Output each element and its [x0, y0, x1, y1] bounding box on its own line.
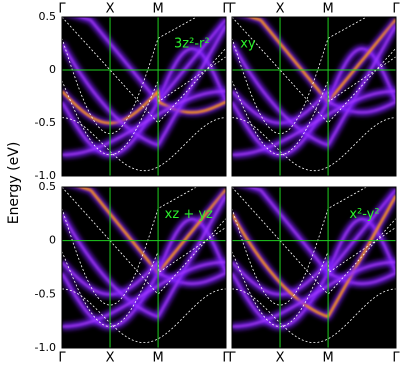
spectral-band-core [232, 25, 396, 146]
x-tick-label: X [276, 351, 285, 366]
noninteracting-band [62, 17, 226, 123]
noninteracting-band [62, 56, 226, 156]
orbital-label: 3z²-r² [174, 37, 210, 52]
y-tick-label: -1.0 [35, 341, 56, 354]
noninteracting-band [232, 17, 396, 123]
x-tick-label: Γ [228, 2, 236, 17]
noninteracting-band [62, 187, 198, 306]
orbital-label: xy [240, 37, 256, 52]
spectral-band-core [62, 261, 226, 328]
x-tick-label: M [152, 351, 163, 366]
spectral-band-core [62, 88, 226, 125]
x-tick-label: Γ [58, 351, 66, 366]
panel-frame [231, 16, 397, 177]
spectral-band-core [232, 194, 396, 319]
x-tick-label: X [106, 2, 115, 17]
x-tick-label: Γ [222, 351, 230, 366]
x-tick-label: M [322, 2, 333, 17]
noninteracting-band [62, 288, 226, 343]
noninteracting-band [62, 226, 226, 327]
y-axis-label: Energy (eV) [6, 142, 22, 225]
panel-frame [231, 186, 397, 349]
x-tick-label: Γ [228, 351, 236, 366]
y-tick-label: -1.0 [35, 169, 56, 182]
spectral-band-core [232, 261, 396, 328]
noninteracting-band [232, 187, 396, 295]
spectral-band-core [248, 187, 396, 274]
spectral-band-core [232, 260, 396, 296]
y-tick-label: 0.5 [39, 180, 57, 193]
x-tick-label: M [152, 2, 163, 17]
panel-content [62, 17, 226, 176]
panel-content [232, 187, 396, 348]
x-tick-label: X [106, 351, 115, 366]
orbital-label: x²-y² [349, 207, 379, 222]
noninteracting-band [232, 56, 396, 156]
x-tick-label: M [322, 351, 333, 366]
x-tick-label: Γ [222, 2, 230, 17]
y-tick-label: -0.5 [35, 287, 56, 300]
y-tick-label: -0.5 [35, 116, 56, 129]
spectral-band-core [62, 260, 226, 296]
spectral-band-core [62, 195, 226, 318]
noninteracting-band [62, 117, 226, 172]
spectral-band-core [62, 90, 226, 156]
y-tick-label: 0 [49, 63, 56, 76]
spectral-band-core [78, 17, 226, 103]
noninteracting-band [232, 187, 368, 306]
noninteracting-band [232, 226, 396, 327]
noninteracting-band [232, 117, 396, 172]
panel-frame [61, 16, 227, 177]
spectral-band-core [247, 17, 396, 103]
panel-content [232, 17, 396, 176]
spectral-band-core [77, 187, 226, 274]
spectral-band-core [232, 89, 396, 124]
x-tick-label: Γ [392, 351, 400, 366]
panel-frame [61, 186, 227, 349]
noninteracting-band [62, 187, 226, 295]
spectral-band-core [232, 90, 396, 156]
x-tick-label: Γ [58, 2, 66, 17]
orbital-label: xz + yz [165, 207, 213, 222]
x-tick-label: Γ [392, 2, 400, 17]
panel-content [62, 187, 226, 348]
y-tick-label: 0 [49, 234, 56, 247]
x-tick-label: X [276, 2, 285, 17]
noninteracting-band [232, 288, 396, 343]
y-tick-label: 0.5 [39, 10, 57, 23]
spectral-band-core [62, 25, 226, 146]
